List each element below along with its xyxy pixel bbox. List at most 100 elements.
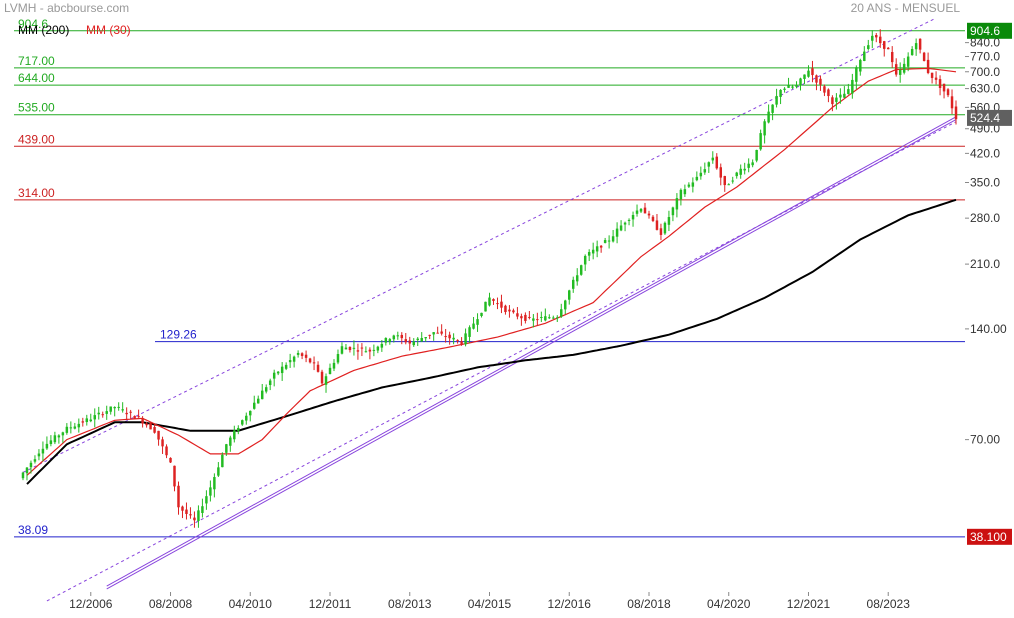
candle-body — [400, 334, 404, 339]
candle-body — [922, 52, 926, 61]
date-axis: 12/2006 08/2008 04/2010 12/2011 08/2013 04/20… — [69, 592, 910, 611]
candle-body — [934, 77, 938, 80]
candle-body — [444, 336, 447, 338]
level-label: 535.00 — [18, 101, 55, 115]
candle-body — [783, 88, 786, 90]
candle-body — [871, 35, 874, 41]
candle-body — [217, 467, 220, 476]
candle-body — [548, 317, 551, 319]
candle-body — [910, 49, 914, 56]
candle-body — [591, 249, 595, 254]
x-tick-label: 08/2013 — [388, 597, 432, 611]
candle-body — [516, 313, 519, 317]
candle-body — [859, 59, 862, 72]
candle-body — [384, 337, 388, 343]
candle-body — [328, 367, 332, 375]
candle-body — [336, 354, 340, 363]
candle-body — [480, 312, 483, 317]
candle-body — [695, 176, 699, 181]
candle-body — [651, 216, 655, 221]
candle-body — [811, 68, 814, 76]
candle-body — [799, 78, 802, 86]
candle-body — [177, 485, 180, 508]
y-tick-label: 210.0 — [970, 257, 1000, 271]
candle-body — [61, 432, 65, 436]
candle-body — [894, 64, 898, 75]
candle-body — [396, 335, 400, 337]
candle-body — [639, 208, 643, 212]
candle-body — [376, 346, 380, 351]
level-label: 644.00 — [18, 71, 55, 85]
candle-body — [635, 210, 639, 214]
candle-body — [564, 300, 567, 310]
candle-body — [739, 168, 742, 175]
candle-body — [189, 514, 192, 516]
candle-body — [201, 506, 204, 513]
candle-body — [169, 457, 172, 463]
candle-body — [440, 331, 443, 334]
candle-body — [392, 335, 396, 340]
candle-body — [715, 156, 719, 169]
candle-body — [452, 337, 455, 340]
candle-body — [229, 437, 232, 446]
candle-body — [512, 310, 515, 313]
channel-line — [46, 121, 957, 602]
candle-body — [579, 265, 583, 275]
candle-body — [779, 89, 782, 97]
candle-body — [344, 347, 348, 350]
candle-body — [253, 402, 256, 409]
candle-body — [679, 189, 683, 200]
price-badge — [967, 109, 1012, 126]
candle-body — [85, 418, 89, 423]
candle-body — [902, 63, 906, 73]
candle-body — [615, 228, 619, 237]
candle-body — [412, 341, 415, 346]
candle-body — [926, 59, 930, 73]
y-tick-label: 630.0 — [970, 82, 1000, 96]
candle-body — [735, 172, 738, 177]
candle-body — [57, 435, 61, 438]
candle-body — [571, 279, 575, 289]
candle-body — [659, 228, 663, 235]
candle-body — [105, 411, 108, 414]
candle-body — [165, 446, 168, 456]
candle-body — [791, 86, 794, 88]
candle-body — [867, 45, 870, 49]
candle-body — [145, 423, 148, 426]
candle-body — [356, 350, 360, 352]
candle-body — [508, 309, 511, 312]
x-tick-label: 08/2023 — [867, 597, 911, 611]
candle-body — [133, 416, 136, 419]
candle-body — [843, 93, 846, 98]
price-badge-label: 524.4 — [970, 111, 1000, 125]
candle-body — [296, 352, 300, 355]
candle-body — [368, 349, 372, 352]
candle-body — [312, 362, 316, 364]
candle-body — [687, 184, 691, 187]
candle-body — [607, 240, 611, 242]
channel-line — [106, 116, 957, 587]
candle-body — [137, 416, 140, 418]
candle-body — [839, 94, 842, 98]
candle-body — [599, 245, 603, 248]
moving-averages — [26, 67, 957, 485]
candle-body — [348, 346, 352, 351]
candle-body — [500, 301, 503, 308]
x-tick-label: 08/2018 — [627, 597, 671, 611]
candle-body — [898, 69, 902, 75]
price-badge-label: 38.100 — [970, 530, 1007, 544]
candle-body — [101, 414, 104, 416]
candle-body — [288, 360, 292, 363]
candle-body — [575, 275, 579, 282]
candle-body — [65, 426, 69, 433]
candle-body — [69, 427, 73, 429]
candle-body — [671, 207, 675, 216]
candle-body — [524, 314, 527, 321]
candle-body — [73, 426, 77, 429]
ma200-line — [26, 198, 957, 485]
candle-body — [847, 89, 850, 95]
candle-body — [436, 332, 439, 334]
candle-body — [707, 162, 711, 167]
